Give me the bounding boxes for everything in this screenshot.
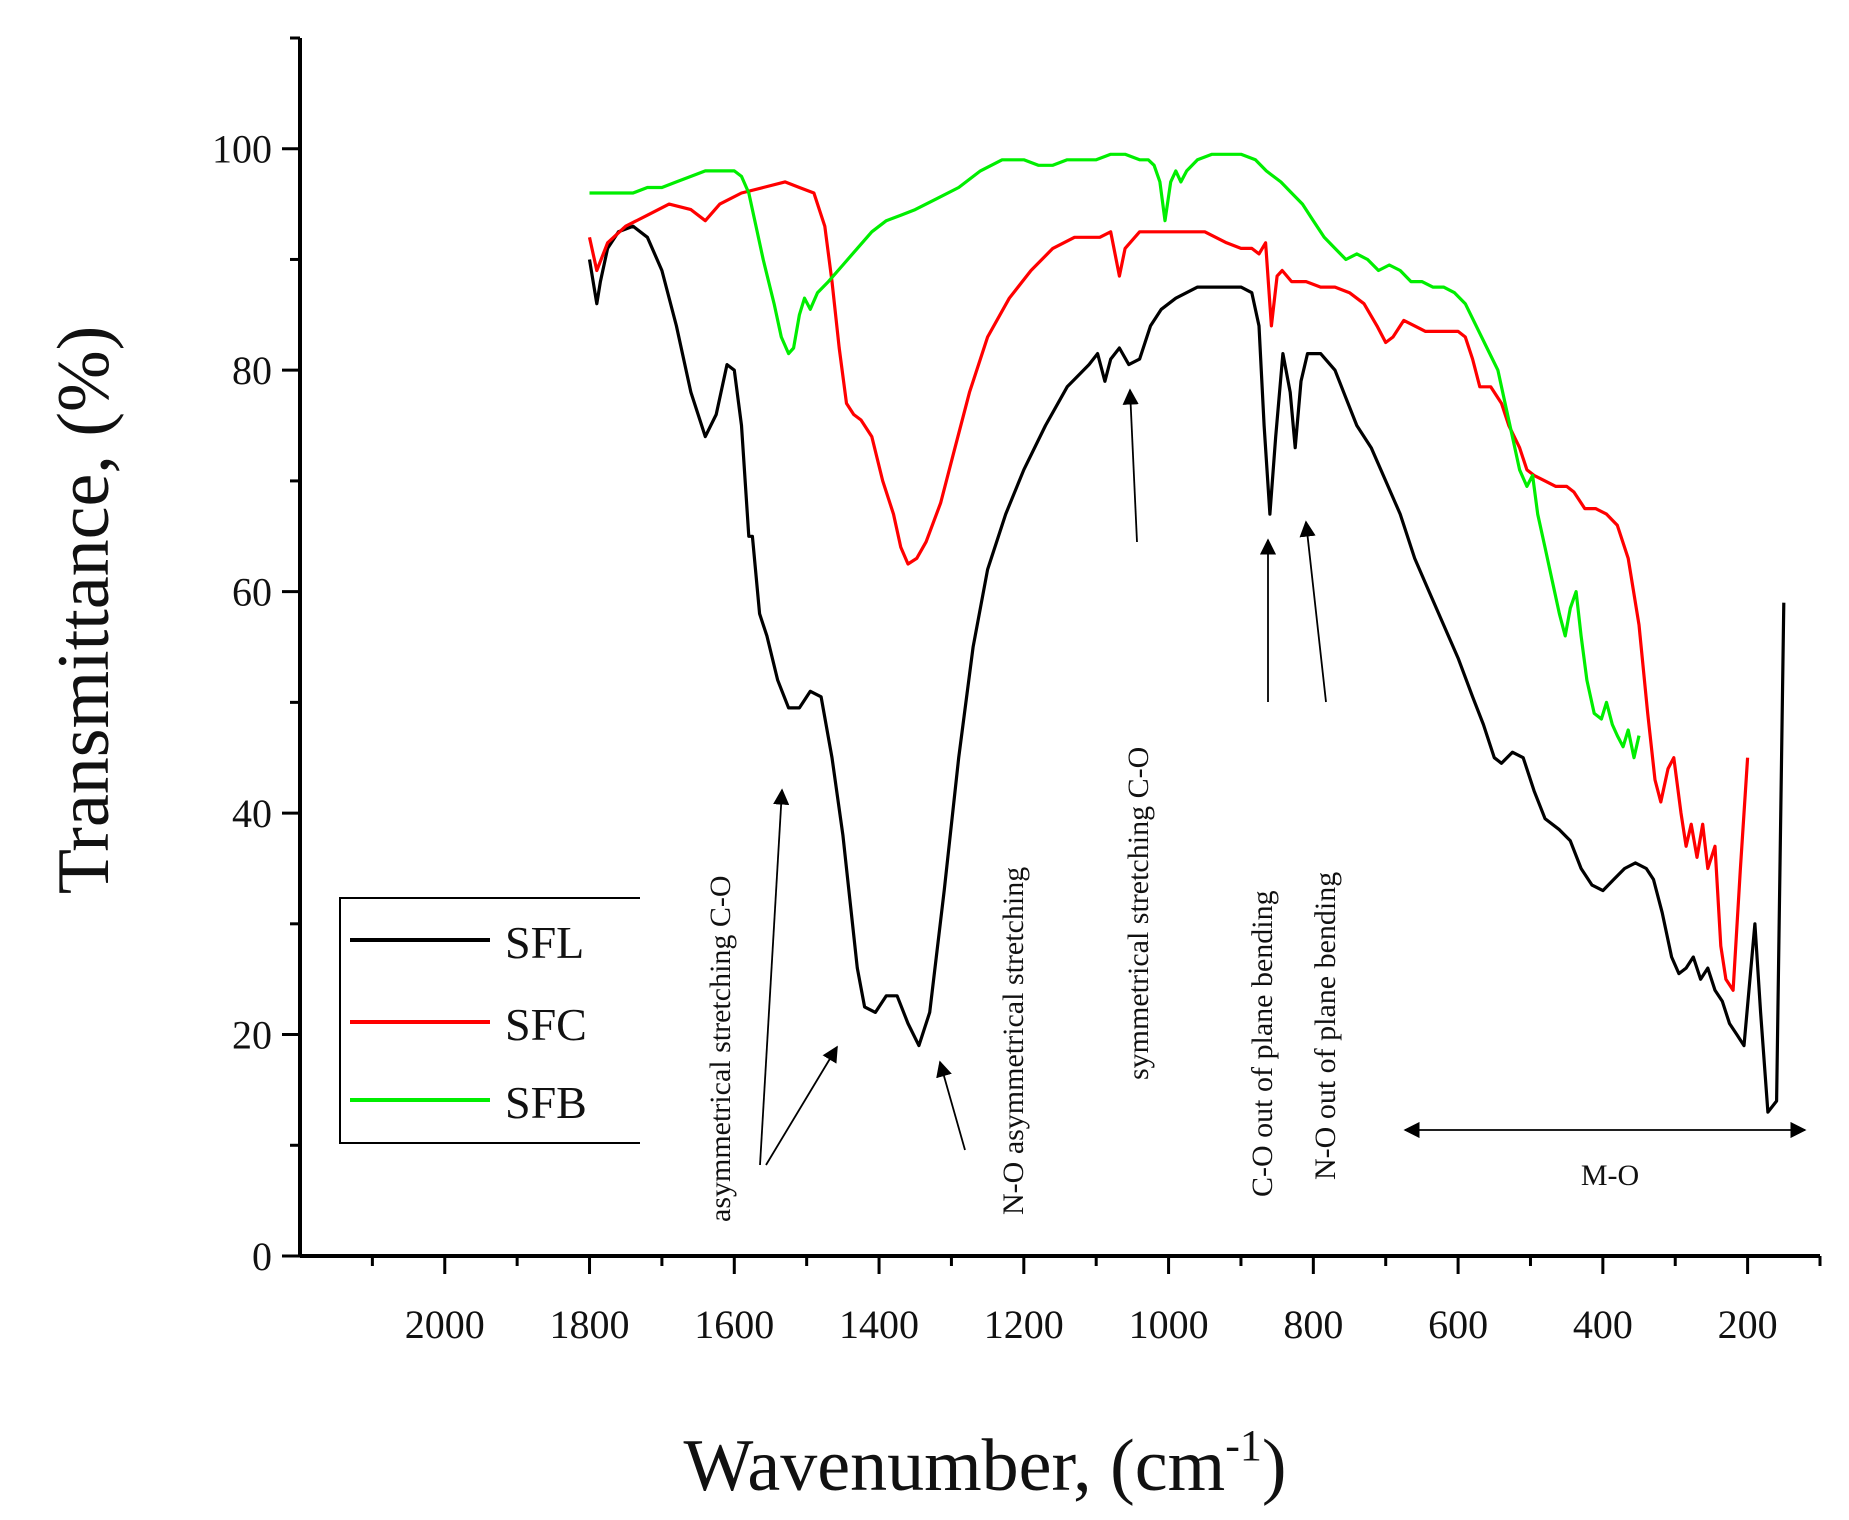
annotation-no-oop-bending: N-O out of plane bending [1309,872,1342,1180]
x-tick-label: 1200 [984,1302,1064,1347]
annotation-co-oop-bending: C-O out of plane bending [1246,890,1279,1197]
y-tick-label: 40 [232,791,272,836]
arrow-asym-stretch-co-2 [765,1045,838,1166]
legend-label-sfb: SFB [505,1077,587,1128]
x-axis-title-superscript: -1 [1225,1421,1262,1470]
x-tick-label: 1000 [1129,1302,1209,1347]
arrow-no-oop-bending [1299,520,1327,703]
y-tick-label: 20 [232,1013,272,1058]
axes [298,38,1820,1258]
x-axis-title-main: Wavenumber, (cm [683,1425,1225,1507]
annotation-sym-stretch-co: symmetrical stretching C-O [1122,747,1155,1080]
legend: SFL SFC SFB [339,897,640,1144]
legend-label-sfc: SFC [505,999,587,1050]
x-tick-label: 2000 [405,1302,485,1347]
arrow-sym-stretch-co [1122,388,1139,543]
legend-label-sfl: SFL [505,917,584,968]
series-line-sfl [587,224,1786,1114]
y-tick-label: 0 [252,1234,272,1279]
x-tick-label: 1600 [694,1302,774,1347]
y-tick-label: 80 [232,348,272,393]
arrow-asym-stretch-co-1 [759,788,790,1166]
annotations: asymmetrical stretching C-O N-O asymmetr… [704,388,1807,1222]
series-line-sfc [587,180,1750,992]
ticks [282,36,1822,1274]
annotation-asym-stretch-co: asymmetrical stretching C-O [704,875,737,1222]
x-tick-label: 1800 [550,1302,630,1347]
x-axis-title: Wavenumber, (cm-1) [683,1421,1286,1507]
tick-labels: 2000 1800 1600 1400 1200 1000 800 600 400 2000204… [212,127,1778,1347]
series-line-sfb [589,152,1641,760]
annotation-no-asym-stretch: N-O asymmetrical stretching [997,867,1030,1215]
x-tick-label: 400 [1573,1302,1633,1347]
y-tick-label: 60 [232,570,272,615]
x-tick-label: 1400 [839,1302,919,1347]
annotation-mo: M-O [1581,1159,1639,1192]
x-tick-label: 600 [1428,1302,1488,1347]
legend-frame [339,897,640,1144]
x-tick-label: 800 [1283,1302,1343,1347]
x-tick-label: 200 [1718,1302,1778,1347]
y-tick-label: 100 [212,127,272,172]
series-group [587,152,1786,1114]
y-axis-title: Transmittance, (%) [43,326,125,895]
arrow-no-asym-stretch [936,1060,966,1151]
x-axis-title-suffix: ) [1262,1425,1287,1507]
